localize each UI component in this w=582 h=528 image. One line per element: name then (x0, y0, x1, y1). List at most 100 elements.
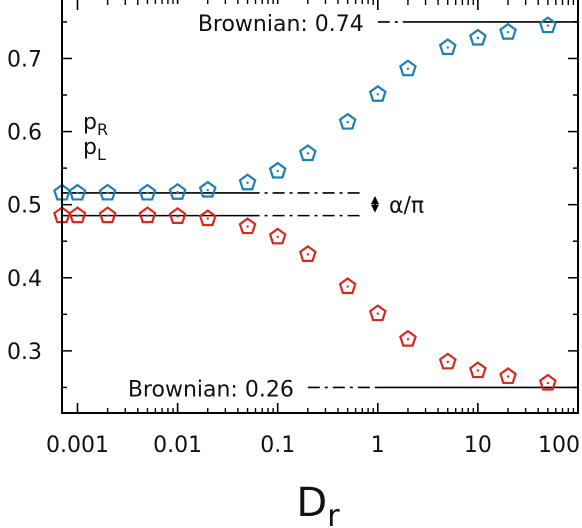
data-point-pr-dot (146, 214, 149, 217)
data-point-pl-dot (506, 30, 510, 34)
data-point-pr-outline (168, 207, 187, 224)
data-point-pl-dot (376, 93, 380, 96)
data-point-pl (538, 16, 557, 34)
data-point-pr-dot (406, 337, 410, 341)
data-point-pr-dot (306, 253, 310, 256)
data-series (53, 16, 557, 391)
data-point-pl (138, 183, 157, 201)
data-point-pr (368, 304, 387, 322)
x-tick-label: 1 (371, 433, 385, 458)
data-point-pr-dot (246, 225, 249, 228)
data-point-pr-dot (446, 360, 449, 364)
data-point-pl-dot (276, 169, 279, 173)
data-point-pr-dot (476, 369, 480, 372)
data-point-pl-outline (538, 16, 557, 34)
data-point-pr (468, 361, 487, 379)
reference-label-background (145, 3, 372, 34)
data-point-pr-outline (399, 329, 417, 347)
data-point-pr (168, 207, 187, 224)
data-point-pr-outline (368, 304, 387, 322)
data-point-pr-outline (298, 245, 317, 262)
alpha-arrow-head-up (371, 195, 379, 204)
data-point-pl (338, 112, 357, 130)
data-point-pl-dot (76, 191, 79, 195)
data-point-pr-outline (468, 361, 487, 379)
y-tick-label: 0.3 (7, 340, 42, 365)
data-point-pl-dot (346, 120, 349, 124)
data-point-pr (499, 367, 517, 385)
y-tick-label: 0.6 (7, 121, 42, 146)
data-point-pr-dot (376, 312, 380, 315)
alpha-annotation: α/π (389, 193, 424, 218)
x-tick-label: 10 (464, 433, 492, 458)
data-point-pr (238, 217, 257, 235)
data-point-pl-outline (238, 173, 257, 191)
data-point-pl-outline (168, 182, 187, 200)
data-point-pr (198, 209, 217, 227)
data-point-pl (168, 182, 187, 200)
data-point-pl-dot (476, 36, 480, 40)
y-tick-label: 0.5 (7, 194, 42, 219)
x-axis-label-subscript: r (327, 499, 340, 528)
data-point-pr-dot (176, 215, 179, 218)
data-point-pl-outline (298, 144, 317, 162)
data-point-pl-outline (198, 180, 217, 198)
data-point-pl-outline (338, 112, 357, 130)
data-point-pl-outline (138, 183, 157, 201)
data-point-pl-dot (176, 191, 179, 194)
legend-label: pL (83, 135, 106, 164)
data-point-pr (68, 206, 87, 224)
data-point-pr (298, 245, 317, 262)
data-point-pl-outline (368, 84, 387, 102)
data-point-pr (399, 329, 417, 347)
data-point-pl (298, 144, 317, 162)
data-point-pl (238, 173, 257, 191)
legend-label-symbol: p (83, 110, 97, 135)
x-tick-label: 0.1 (260, 433, 295, 458)
data-point-pl (268, 161, 287, 179)
data-point-pr-dot (506, 375, 510, 378)
data-point-pr-outline (138, 206, 157, 224)
data-point-pl-dot (306, 152, 310, 155)
data-point-pr (268, 227, 287, 245)
alpha-arrow-head-down (371, 204, 379, 213)
data-point-pl (368, 84, 387, 102)
data-point-pl-dot (406, 67, 410, 70)
data-point-pl-dot (446, 46, 449, 49)
legend-label-symbol: p (83, 135, 97, 160)
data-point-pl-outline (438, 38, 457, 56)
data-point-pl (399, 59, 417, 77)
data-point-pr-dot (346, 285, 349, 288)
data-point-pl-outline (399, 59, 417, 77)
data-point-pr-outline (438, 352, 457, 370)
x-tick-label: 0.001 (46, 433, 109, 458)
legend-label-subscript: L (97, 145, 106, 164)
axes: 0.001 0.01 0.1 1 10 100 0.3 0.4 0.5 0.6 0.7 (7, 0, 580, 458)
data-point-pr-dot (546, 381, 550, 385)
data-point-pr-outline (538, 373, 557, 391)
data-point-pl (68, 183, 87, 201)
data-point-pr (138, 206, 157, 224)
data-point-pl (98, 183, 117, 201)
reference-label: Brownian: 0.26 (128, 377, 294, 402)
data-point-pl (198, 180, 217, 198)
data-point-pr (338, 277, 357, 295)
data-point-pl-outline (468, 28, 487, 46)
data-point-pl-dot (206, 188, 209, 192)
data-point-pr-outline (198, 209, 217, 227)
data-point-pl-outline (68, 183, 87, 201)
legend-label: pR (83, 110, 108, 139)
x-tick-label: 100 (538, 433, 580, 458)
data-point-pl-dot (106, 191, 109, 195)
data-point-pr-dot (276, 235, 279, 239)
data-point-pr-outline (338, 277, 357, 295)
x-axis-label: Dr (296, 480, 340, 528)
data-point-pl-outline (98, 183, 117, 201)
data-point-pr-dot (106, 214, 109, 217)
data-point-pr (538, 373, 557, 391)
y-tick-label: 0.4 (7, 267, 42, 292)
legend-label-subscript: R (97, 120, 108, 139)
reference-label: Brownian: 0.74 (198, 12, 364, 37)
